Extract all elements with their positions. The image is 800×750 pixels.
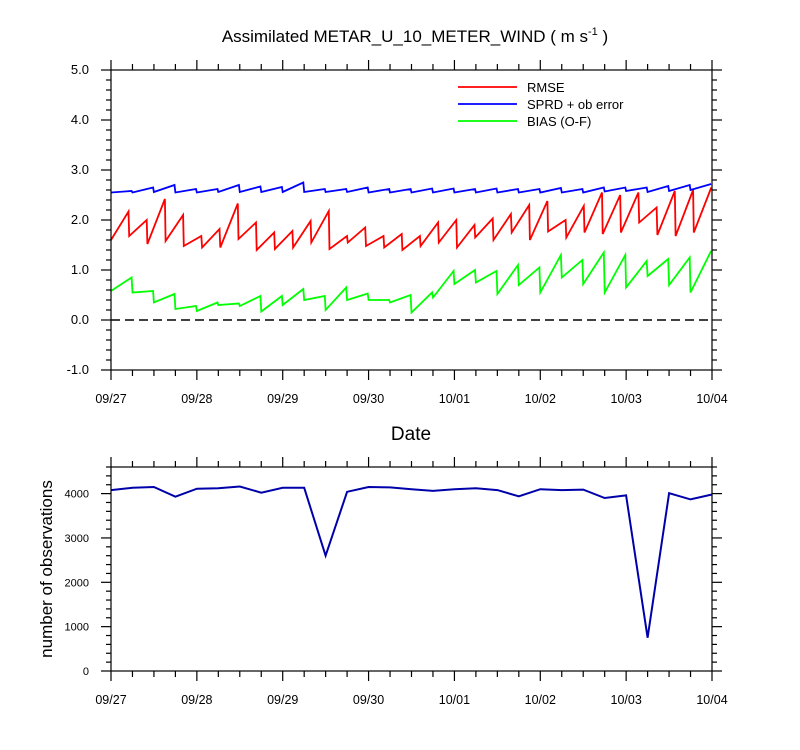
x-tick-label: 10/03 bbox=[611, 693, 642, 707]
x-tick-label: 10/04 bbox=[696, 392, 727, 406]
x-tick-label: 10/01 bbox=[439, 392, 470, 406]
legend-label: SPRD + ob error bbox=[527, 97, 624, 112]
x-tick-label: 09/28 bbox=[181, 693, 212, 707]
x-tick-label: 10/04 bbox=[696, 693, 727, 707]
bottom-chart: 09/27 09/28 09/29 09/30 10/01 10/02 10/03 10/04… bbox=[37, 457, 728, 707]
x-tick-label: 10/02 bbox=[525, 693, 556, 707]
x-tick-label: 09/27 bbox=[95, 392, 126, 406]
y-tick-label: 2.0 bbox=[71, 212, 89, 227]
x-tick-label: 09/30 bbox=[353, 392, 384, 406]
y-tick-label: 1.0 bbox=[71, 262, 89, 277]
top-chart: Assimilated METAR_U_10_METER_WIND ( m s-… bbox=[67, 26, 728, 445]
observations-line bbox=[110, 485, 713, 638]
x-tick-label: 10/02 bbox=[525, 392, 556, 406]
x-tick-label: 09/29 bbox=[267, 693, 298, 707]
y-tick-label: 4000 bbox=[65, 489, 89, 501]
series-line-bias-o-f- bbox=[110, 249, 712, 315]
series-line-sprd-ob-error bbox=[110, 181, 712, 194]
y-tick-label: 0.0 bbox=[71, 312, 89, 327]
x-tick-label: 09/27 bbox=[95, 693, 126, 707]
legend: RMSE SPRD + ob error BIAS (O-F) bbox=[458, 80, 624, 129]
top-plot-frame bbox=[110, 69, 713, 371]
x-tick-label: 09/30 bbox=[353, 693, 384, 707]
y-tick-label: -1.0 bbox=[67, 362, 89, 377]
x-tick-label: 09/29 bbox=[267, 392, 298, 406]
y-tick-label: 2000 bbox=[65, 577, 89, 589]
legend-label: BIAS (O-F) bbox=[527, 114, 591, 129]
legend-label: RMSE bbox=[527, 80, 565, 95]
y-tick-label: 3000 bbox=[65, 533, 89, 545]
chart-title: Assimilated METAR_U_10_METER_WIND ( m s-… bbox=[222, 26, 608, 46]
x-axis-label: Date bbox=[391, 424, 431, 445]
y-tick-label: 3.0 bbox=[71, 162, 89, 177]
x-tick-label: 10/01 bbox=[439, 693, 470, 707]
bottom-plot-frame bbox=[110, 466, 713, 672]
y-tick-label: 1000 bbox=[65, 622, 89, 634]
y-tick-label: 4.0 bbox=[71, 112, 89, 127]
x-tick-label: 10/03 bbox=[611, 392, 642, 406]
x-tick-label: 09/28 bbox=[181, 392, 212, 406]
series-line-rmse bbox=[110, 187, 713, 253]
y-tick-label: 0 bbox=[83, 666, 89, 678]
y-tick-label: 5.0 bbox=[71, 62, 89, 77]
y-axis-label-observations: number of observations bbox=[37, 480, 56, 658]
